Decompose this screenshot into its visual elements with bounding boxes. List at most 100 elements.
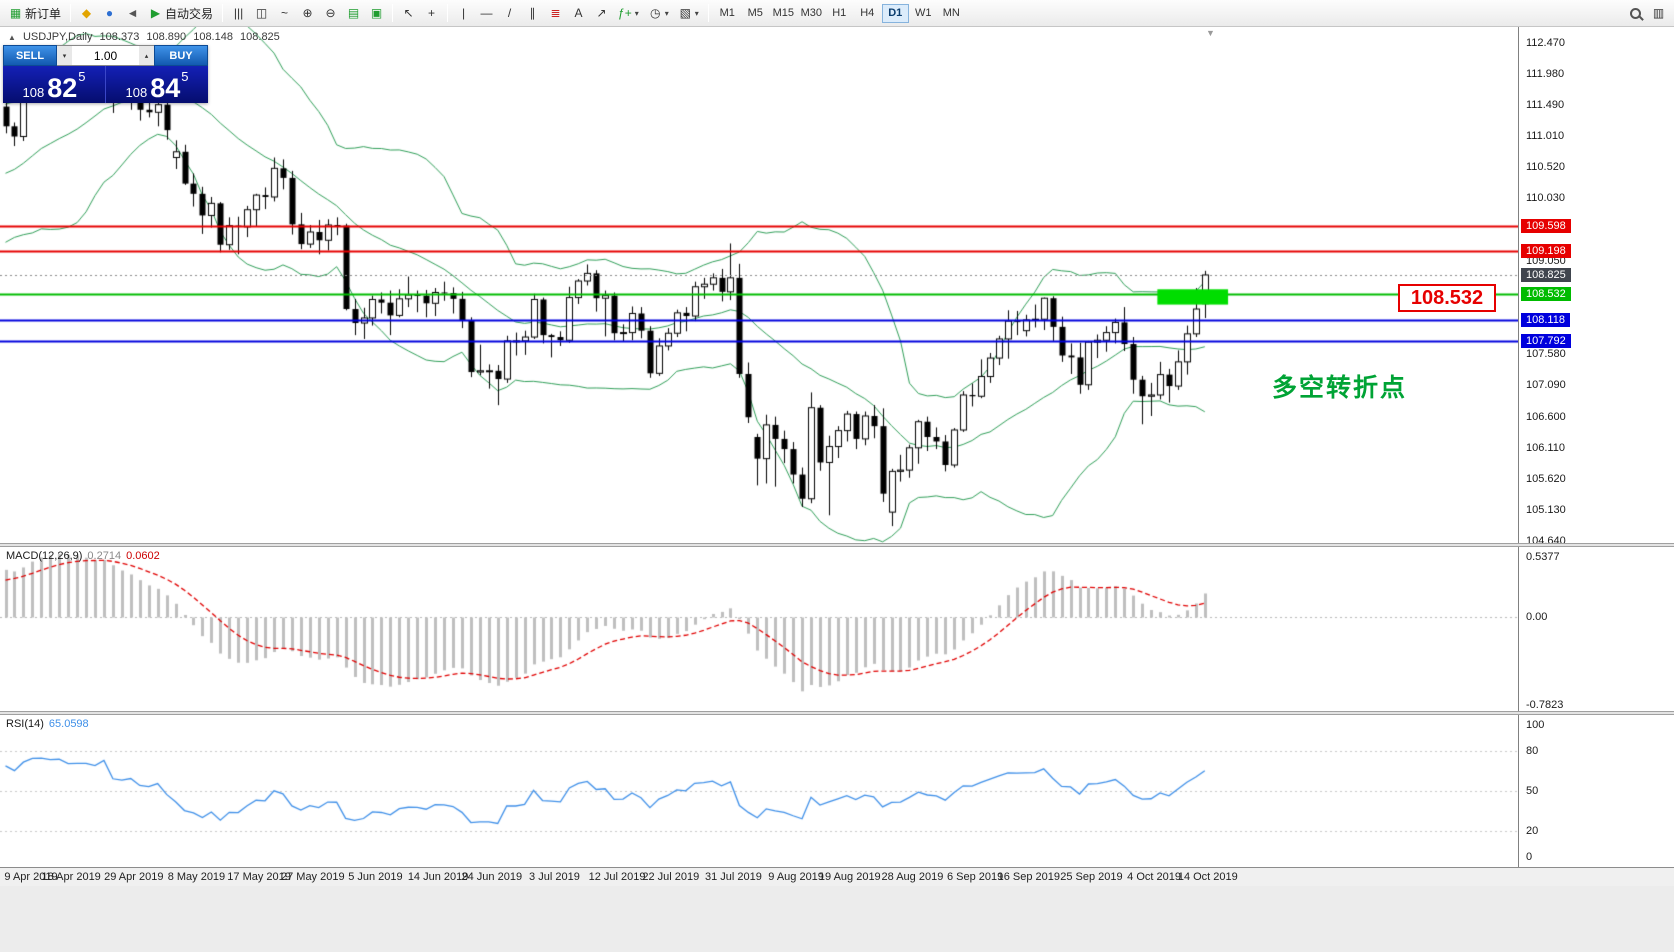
volume-decrease-button[interactable]: ▾: [57, 46, 72, 65]
axis-label: 110.030: [1526, 192, 1565, 205]
vertical-line-icon: |: [461, 6, 466, 20]
crosshair-icon: +: [428, 6, 436, 20]
buy-price-pips: 84: [150, 73, 181, 104]
date-label: 29 Apr 2019: [104, 871, 164, 883]
grid-button[interactable]: ▤: [343, 3, 364, 24]
indicators-button[interactable]: ƒ+ ▾: [614, 3, 643, 24]
vertical-line-button[interactable]: |: [453, 3, 474, 24]
collapse-panel-icon[interactable]: ▲: [8, 33, 16, 42]
community-button[interactable]: ●: [99, 3, 120, 24]
toolbar-separator: [447, 4, 449, 22]
macd-value-main: 0.2714: [87, 550, 122, 562]
timeframe-button-d1[interactable]: D1: [881, 3, 909, 23]
indicators-icon: ƒ+: [618, 6, 632, 20]
axis-label: 100: [1526, 719, 1545, 731]
new-chart-icon: ▥: [1652, 6, 1665, 20]
time-axis[interactable]: 9 Apr 2019 18 Apr 2019 29 Apr 2019 8 May 20…: [0, 867, 1674, 886]
turning-point-annotation[interactable]: 多空转折点: [1272, 374, 1408, 402]
text-tool-button[interactable]: A: [568, 3, 589, 24]
buy-price-bigfigure: 108: [125, 84, 148, 100]
search-button[interactable]: [1625, 3, 1646, 24]
buy-button[interactable]: BUY: [154, 45, 208, 66]
search-icon: [1630, 7, 1641, 19]
periods-button[interactable]: ◷ ▾: [645, 3, 673, 24]
macd-canvas[interactable]: [0, 547, 1518, 711]
line-chart-button[interactable]: ~: [274, 3, 295, 24]
chart-shift-marker[interactable]: ▼: [1206, 28, 1215, 38]
timeframe-group: M1 M5 M15 M30 H1 H4 D1 W1 MN: [714, 3, 965, 23]
timeframe-button-h1[interactable]: H1: [826, 4, 853, 23]
rsi-name: RSI(14): [6, 718, 44, 730]
template-button[interactable]: ▧ ▾: [675, 3, 703, 24]
line-chart-icon: ~: [281, 6, 289, 20]
timeframe-button-m1[interactable]: M1: [714, 4, 741, 23]
price-chart-canvas[interactable]: [0, 27, 1518, 543]
ohlc-open: 108.373: [99, 31, 140, 43]
window-background: [0, 886, 1674, 952]
fibonacci-icon: ≣: [550, 6, 561, 20]
macd-value-signal: 0.0602: [126, 550, 160, 562]
axis-label: 105.130: [1526, 504, 1566, 517]
timeframe-button-m30[interactable]: M30: [798, 4, 825, 23]
volume-input[interactable]: 1.00: [93, 48, 118, 63]
axis-label: 20: [1526, 824, 1539, 837]
price-tag: 107.792: [1521, 333, 1571, 348]
toolbar-separator: [222, 4, 224, 22]
axis-label: 107.580: [1526, 348, 1566, 361]
price-axis[interactable]: 112.470 111.980 111.490 111.010 110.520 110.0…: [1518, 27, 1674, 867]
new-chart-button[interactable]: ▥: [1648, 3, 1669, 24]
axis-label: 110.520: [1526, 161, 1565, 174]
zoom-in-button[interactable]: ⊕: [297, 3, 318, 24]
timeframe-button-h4[interactable]: H4: [854, 4, 881, 23]
ohlc-close: 108.825: [240, 31, 280, 43]
axis-label: 111.980: [1526, 68, 1565, 81]
sell-price-display[interactable]: 108 82 5: [3, 66, 105, 103]
symbol-info: ▲ USDJPY,Daily 108.373 108.890 108.148 1…: [8, 31, 284, 43]
fibonacci-button[interactable]: ≣: [545, 3, 566, 24]
sell-button[interactable]: SELL: [3, 45, 57, 66]
date-label: 8 May 2019: [167, 871, 226, 883]
price-tag: 108.825: [1521, 267, 1571, 282]
template-icon: ▧: [679, 6, 691, 20]
axis-label: 107.090: [1526, 379, 1566, 392]
timeframe-button-m5[interactable]: M5: [742, 4, 769, 23]
date-label: 6 Sep 2019: [946, 871, 1004, 883]
sound-button[interactable]: ◄: [122, 3, 143, 24]
horizontal-line-button[interactable]: —: [476, 3, 497, 24]
rsi-canvas[interactable]: [0, 715, 1518, 867]
volume-increase-button[interactable]: ▴: [139, 46, 154, 65]
price-tag: 108.532: [1521, 286, 1571, 301]
timeframe-button-mn[interactable]: MN: [938, 4, 965, 23]
crosshair-button[interactable]: +: [421, 3, 442, 24]
buy-price-display[interactable]: 108 84 5: [105, 66, 208, 103]
axis-label: 50: [1526, 785, 1539, 797]
trendline-button[interactable]: /: [499, 3, 520, 24]
auto-trading-button[interactable]: ▶ 自动交易: [145, 3, 217, 24]
timeframe-button-w1[interactable]: W1: [910, 4, 937, 23]
price-callout-label[interactable]: 108.532: [1398, 284, 1496, 312]
pane-separator[interactable]: [0, 711, 1674, 715]
community-icon: ●: [105, 6, 114, 20]
candlestick-chart-button[interactable]: ◫: [251, 3, 272, 24]
tile-windows-button[interactable]: ▣: [366, 3, 387, 24]
date-label: 24 Jun 2019: [461, 871, 523, 883]
new-order-label: 新订单: [25, 6, 62, 21]
timeframe-button-m15[interactable]: M15: [770, 4, 797, 23]
channel-button[interactable]: ∥: [522, 3, 543, 24]
chevron-down-icon: ▾: [694, 8, 699, 18]
arrow-tool-button[interactable]: ↗: [591, 3, 612, 24]
cursor-icon: ↖: [403, 6, 414, 20]
sell-price-pips: 82: [47, 73, 78, 104]
axis-label: 0.5377: [1526, 551, 1560, 564]
sell-price-bigfigure: 108: [22, 84, 45, 100]
cursor-button[interactable]: ↖: [398, 3, 419, 24]
date-label: 9 Apr 2019: [4, 871, 58, 883]
bar-chart-button[interactable]: |||: [228, 3, 249, 24]
date-label: 14 Jun 2019: [407, 871, 469, 883]
pane-separator[interactable]: [0, 543, 1674, 547]
text-tool-icon: A: [574, 6, 583, 20]
macd-indicator-label: MACD(12,26,9) 0.2714 0.0602: [6, 550, 160, 562]
zoom-out-button[interactable]: ⊖: [320, 3, 341, 24]
new-order-button[interactable]: ▦ 新订单: [5, 3, 65, 24]
mql5-button[interactable]: ◆: [76, 3, 97, 24]
